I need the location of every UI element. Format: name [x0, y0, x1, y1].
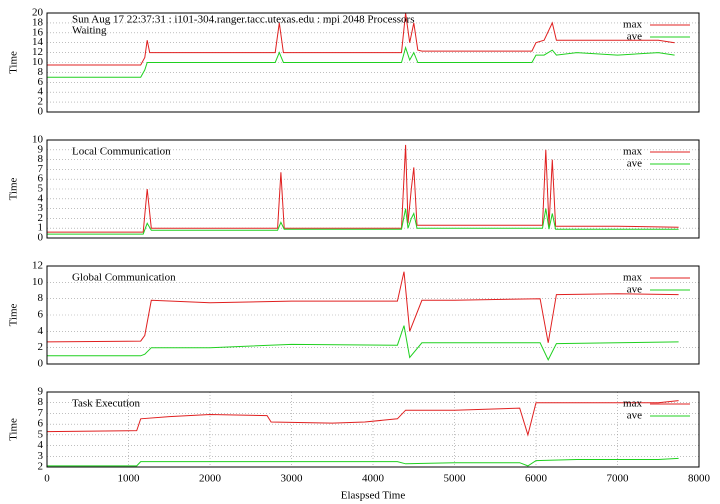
series-line: [47, 457, 679, 467]
y-tick-label: 0: [38, 358, 44, 370]
y-tick-label: 18: [32, 16, 44, 28]
x-axis-label: Elaspsed Time: [341, 490, 406, 502]
x-tick-label: 4000: [362, 473, 385, 485]
y-tick-label: 9: [38, 386, 44, 398]
y-tick-label: 7: [38, 407, 44, 419]
y-tick-label: 0: [38, 232, 44, 244]
y-axis-label: Time: [8, 51, 20, 74]
y-tick-label: 20: [32, 7, 44, 19]
panel-label: Local Communication: [72, 146, 171, 158]
y-tick-label: 14: [32, 36, 44, 48]
x-tick-label: 8000: [688, 473, 711, 485]
x-tick-label: 0: [44, 473, 50, 485]
legend-label: max: [623, 272, 642, 284]
y-tick-label: 16: [32, 26, 44, 38]
y-tick-label: 4: [38, 325, 44, 337]
y-tick-label: 5: [38, 183, 44, 195]
x-tick-label: 6000: [525, 473, 548, 485]
legend-label: ave: [627, 158, 642, 170]
y-tick-label: 2: [38, 461, 44, 473]
y-tick-label: 10: [32, 56, 44, 68]
y-tick-label: 5: [38, 428, 44, 440]
series-line: [47, 45, 675, 78]
y-axis-label: Time: [8, 177, 20, 200]
y-tick-label: 4: [38, 439, 44, 451]
y-tick-label: 8: [38, 292, 44, 304]
plot-frame: [46, 391, 700, 468]
panel-label: Task Execution: [72, 398, 140, 410]
y-tick-label: 10: [32, 276, 44, 288]
legend-label: max: [623, 146, 642, 158]
y-axis-label: Time: [8, 418, 20, 441]
y-tick-label: 6: [38, 309, 44, 321]
plot-frame: [46, 139, 700, 239]
series-line: [46, 271, 679, 343]
y-tick-label: 4: [38, 192, 44, 204]
y-tick-label: 9: [38, 143, 44, 155]
y-tick-label: 2: [38, 212, 44, 224]
y-tick-label: 6: [38, 76, 44, 88]
legend-label: max: [623, 398, 642, 410]
series-line: [47, 144, 679, 233]
x-tick-label: 7000: [607, 473, 630, 485]
x-tick-label: 2000: [199, 473, 222, 485]
series-line: [47, 208, 679, 235]
legend-label: ave: [627, 31, 642, 43]
y-tick-label: 2: [38, 341, 44, 353]
y-tick-label: 4: [38, 86, 44, 98]
y-tick-label: 8: [38, 396, 44, 408]
chart-title: Sun Aug 17 22:37:31 : i101-304.ranger.ta…: [72, 14, 414, 26]
y-tick-label: 0: [38, 106, 44, 118]
y-tick-label: 6: [38, 173, 44, 185]
y-tick-label: 12: [32, 46, 43, 58]
y-tick-label: 7: [38, 163, 44, 175]
y-tick-label: 3: [38, 450, 44, 462]
y-tick-label: 6: [38, 418, 44, 430]
series-line: [47, 12, 675, 66]
y-tick-label: 1: [38, 222, 44, 234]
panel-label: Global Communication: [72, 272, 176, 284]
legend-label: max: [623, 19, 642, 31]
plot-frame: [46, 12, 700, 113]
y-tick-label: 3: [38, 202, 44, 214]
x-tick-label: 1000: [118, 473, 141, 485]
legend-label: ave: [627, 284, 642, 296]
plot-frame: [46, 265, 700, 365]
x-tick-label: 3000: [281, 473, 304, 485]
y-tick-label: 10: [32, 134, 44, 146]
x-tick-label: 5000: [444, 473, 467, 485]
series-line: [46, 400, 679, 437]
legend-label: ave: [627, 410, 642, 422]
y-tick-label: 8: [38, 153, 44, 165]
y-tick-label: 8: [38, 66, 44, 78]
y-tick-label: 12: [32, 260, 43, 272]
panel-label: Waiting: [72, 25, 107, 37]
series-line: [47, 325, 679, 362]
y-tick-label: 2: [38, 96, 44, 108]
y-axis-label: Time: [8, 303, 20, 326]
